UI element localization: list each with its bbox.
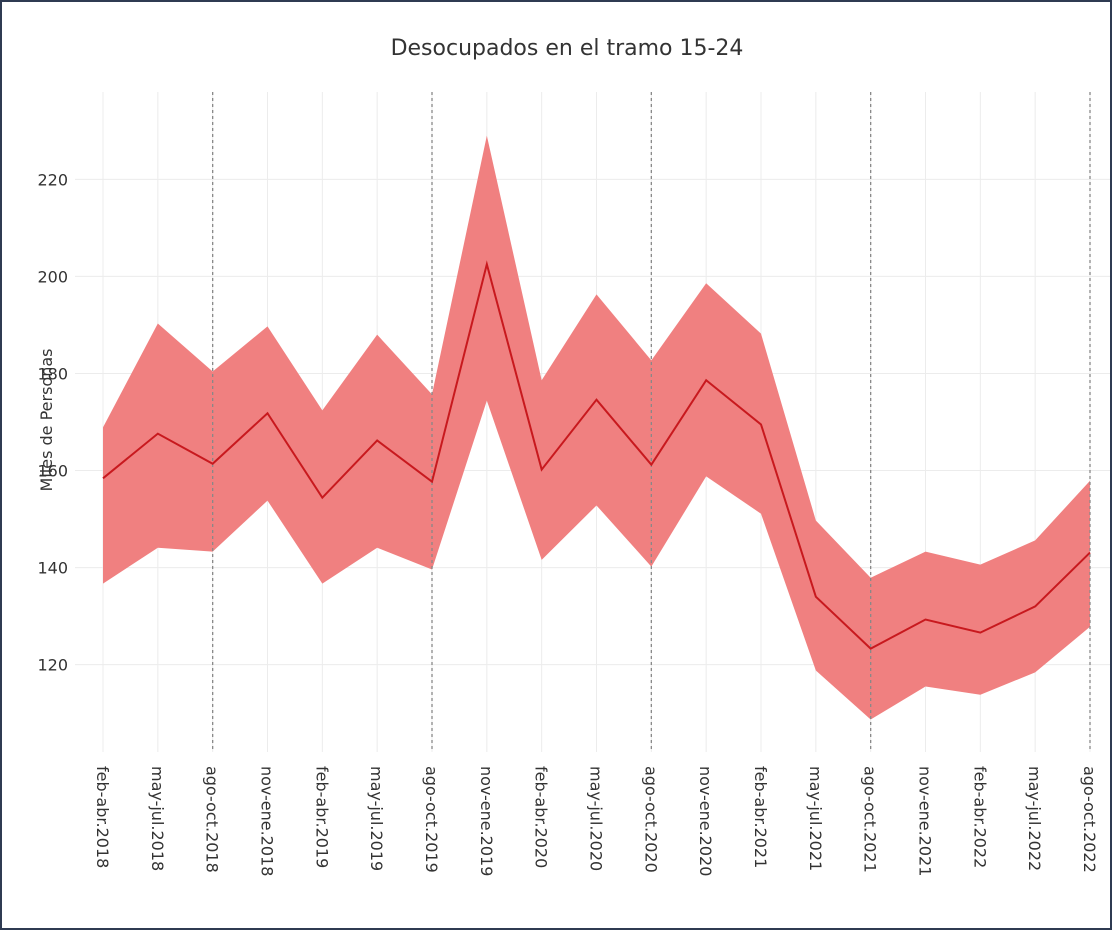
x-tick-label: nov-ene.2021 bbox=[916, 766, 935, 876]
y-axis-label: Miles de Personas bbox=[37, 349, 56, 492]
y-tick-label: 200 bbox=[37, 267, 68, 286]
line bbox=[102, 260, 1091, 650]
x-tick-label: ago-oct.2019 bbox=[422, 766, 441, 873]
x-tick-label: may-jul.2019 bbox=[367, 766, 386, 871]
x-tick-label: feb-abr.2021 bbox=[751, 766, 770, 868]
x-tick-label: nov-ene.2018 bbox=[258, 766, 277, 876]
x-tick-label: feb-abr.2019 bbox=[312, 766, 331, 868]
x-tick-label: feb-abr.2022 bbox=[970, 766, 989, 868]
x-tick-label: may-jul.2018 bbox=[148, 766, 167, 871]
confidence-band bbox=[103, 135, 1090, 720]
y-tick-label: 180 bbox=[37, 364, 68, 383]
y-tick-label: 140 bbox=[37, 559, 68, 578]
x-tick-label: may-jul.2020 bbox=[587, 766, 606, 871]
x-tick-label: nov-ene.2020 bbox=[696, 766, 715, 876]
y-tick-label: 120 bbox=[37, 656, 68, 675]
chart-title: Desocupados en el tramo 15-24 bbox=[391, 36, 744, 61]
x-tick-label: may-jul.2022 bbox=[1025, 766, 1044, 871]
x-tick-label: feb-abr.2018 bbox=[93, 766, 112, 868]
x-tick-label: ago-oct.2018 bbox=[203, 766, 222, 873]
x-tick-label: ago-oct.2022 bbox=[1080, 766, 1099, 873]
y-tick-label: 220 bbox=[37, 170, 68, 189]
x-tick-label: nov-ene.2019 bbox=[477, 766, 496, 876]
x-tick-label: ago-oct.2020 bbox=[641, 766, 660, 873]
x-tick-label: ago-oct.2021 bbox=[861, 766, 880, 873]
y-tick-label: 160 bbox=[37, 462, 68, 481]
x-tick-label: feb-abr.2020 bbox=[532, 766, 551, 868]
x-tick-label: may-jul.2021 bbox=[806, 766, 825, 871]
